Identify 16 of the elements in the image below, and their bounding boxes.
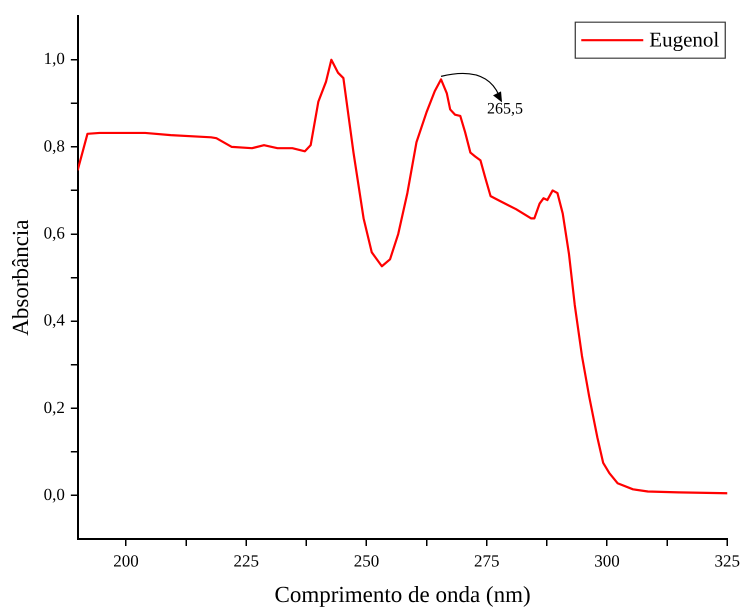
x-tick-label: 200 xyxy=(113,552,139,571)
annotation: 265,5 xyxy=(487,100,524,118)
x-tick-label: 250 xyxy=(354,552,380,571)
y-tick-label: 0,2 xyxy=(44,398,65,417)
legend-label: Eugenol xyxy=(649,28,720,52)
x-tick-label: 325 xyxy=(714,552,740,571)
y-tick-label: 0,4 xyxy=(44,310,66,330)
y-tick-label: 1,0 xyxy=(44,49,65,68)
y-tick-label: 0,6 xyxy=(44,224,65,242)
x-axis-title: Comprimento de onda (nm) xyxy=(274,582,531,608)
y-axis-title: Absorbância xyxy=(8,219,33,336)
y-tick-label: 0,8 xyxy=(44,136,65,156)
x-tick-label: 300 xyxy=(594,552,620,571)
y-tick-label: 0,0 xyxy=(44,484,65,504)
x-tick-label: 225 xyxy=(233,552,259,571)
x-tick-label: 275 xyxy=(474,552,500,571)
